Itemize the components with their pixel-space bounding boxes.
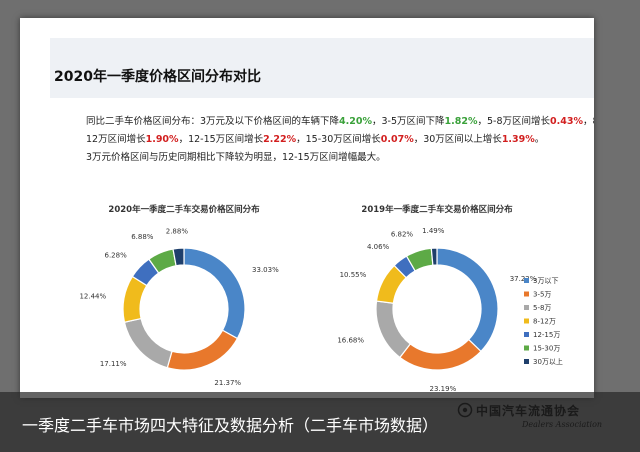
donut-2019-label-5: 4.06% [367, 243, 390, 251]
legend-swatch-6 [524, 345, 529, 351]
slide-title: 2020年一季度价格区间分布对比 [54, 69, 261, 85]
summary-text-6: ，15-30万区间增长 [296, 134, 381, 145]
watermark-cn: 中国汽车流通协会 [476, 404, 581, 418]
summary-text-2: ，3-5万区间下降 [372, 116, 445, 127]
donut-2020-slice-2 [166, 329, 239, 371]
legend: 3万以下 3-5万 5-8万 8-12万 12-15万 15-30万 30万以上 [524, 277, 563, 366]
donut-2020: 33.03% 21.37% 17.11% 12.44% 6.28% 6.88% 2.88% [79, 227, 279, 387]
donut-2019-label-2: 23.19% [430, 385, 457, 393]
legend-label-1: 3万以下 [533, 277, 558, 285]
slide: 2020年一季度价格区间分布对比 同比二手车价格区间分布：3万元及以下价格区间的… [20, 18, 594, 398]
legend-label-7: 30万以上 [533, 357, 563, 366]
summary-text-5: ，12-15万区间增长 [178, 134, 264, 145]
donut-2020-label-5: 6.28% [104, 252, 127, 260]
legend-swatch-7 [524, 359, 529, 364]
donut-2020-slice-7 [172, 247, 185, 267]
summary-line-2: 3万元价格区间与历史同期相比下降较为明显，12-15万区间增幅最大。 [86, 152, 386, 163]
donut-2020-label-4: 12.44% [79, 292, 106, 300]
legend-swatch-3 [524, 305, 529, 310]
donut-2020-label-7: 2.88% [166, 227, 189, 235]
summary-value-3: 0.43% [550, 116, 584, 127]
summary-value-7: 1.39% [501, 134, 535, 145]
donut-2019-label-6: 6.82% [391, 231, 414, 239]
caption-bar [0, 392, 640, 452]
donut-2020-label-3: 17.11% [100, 360, 127, 368]
donut-2020-label-2: 21.37% [214, 379, 241, 387]
donut-2019-label-1: 37.22% [510, 275, 537, 283]
summary-text-3: ，5-8万区间增长 [477, 116, 551, 127]
association-logo-icon [457, 402, 473, 418]
summary-text-7: ，30万区间以上增长 [413, 134, 502, 145]
donut-2019-label-3: 16.68% [337, 336, 364, 344]
summary-intro: 同比二手车价格区间分布：3万元及以下价格区间的车辆下降 [86, 116, 340, 127]
donut-2019-slice-2 [399, 338, 482, 371]
chart-title-2020: 2020年一季度二手车交易价格区间分布 [108, 204, 260, 215]
title-banner [50, 38, 594, 98]
donut-2020-slice-3 [123, 317, 173, 369]
legend-swatch-2 [524, 291, 529, 297]
legend-label-4: 8-12万 [533, 318, 556, 326]
summary-value-6: 0.07% [380, 134, 414, 145]
donut-2019-slice-1 [436, 247, 499, 353]
donut-2020-label-1: 33.03% [252, 266, 279, 274]
legend-label-6: 15-30万 [533, 345, 560, 353]
donut-2019-label-7: 1.49% [422, 227, 445, 235]
donut-2019-label-4: 10.55% [340, 271, 367, 279]
summary-value-1: 4.20% [339, 116, 373, 127]
donut-2019-slice-3 [375, 300, 412, 359]
legend-swatch-5 [524, 332, 529, 337]
legend-swatch-4 [524, 318, 529, 324]
summary-value-5: 2.22% [263, 134, 297, 145]
summary-value-4: 1.90% [145, 134, 179, 145]
legend-label-2: 3-5万 [533, 291, 551, 299]
donut-2020-label-6: 6.88% [131, 233, 154, 241]
legend-swatch-1 [524, 278, 529, 283]
summary-text-4: ，8-12万区间增长 [86, 116, 594, 145]
watermark-en: Dealers Association [522, 420, 603, 429]
donut-2019: 37.22% 23.19% 16.68% 10.55% 4.06%6.82% 1.49% [337, 227, 536, 393]
donut-2019-slice-7 [430, 247, 438, 266]
summary-text-8: 。 [534, 134, 545, 145]
legend-label-5: 12-15万 [533, 331, 560, 339]
chart-title-2019: 2019年一季度二手车交易价格区间分布 [361, 204, 513, 215]
summary-value-2: 1.82% [444, 116, 478, 127]
caption: 一季度二手车市场四大特征及数据分析（二手车市场数据） [22, 416, 439, 435]
donut-2020-slice-1 [183, 247, 246, 340]
summary-text: 同比二手车价格区间分布：3万元及以下价格区间的车辆下降4.20%，3-5万区间下… [86, 113, 594, 167]
legend-label-3: 5-8万 [533, 304, 551, 312]
